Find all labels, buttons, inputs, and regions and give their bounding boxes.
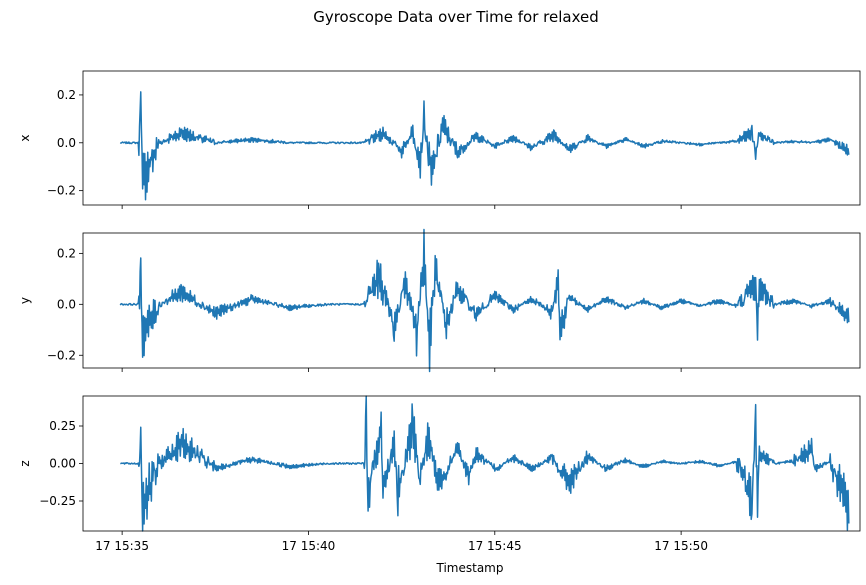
y-tick-label-z-1: 0.00 <box>49 457 76 471</box>
x-tick-label-2: 17 15:45 <box>468 539 522 553</box>
axes-frame-y <box>82 232 861 369</box>
series-line-x <box>119 91 850 201</box>
axes-frame-x <box>82 70 861 206</box>
y-tick-label-y-0: −0.2 <box>47 348 76 362</box>
y-tick-label-y-1: 0.0 <box>57 297 76 311</box>
y-axis-label-x: x <box>18 134 32 141</box>
series-line-y <box>119 228 850 373</box>
panel-y: −0.2 0.0 0.2 y <box>18 228 861 373</box>
y-tick-label-x-1: 0.0 <box>57 136 76 150</box>
axes-frame-z <box>82 395 861 532</box>
x-tick-label-1: 17 15:40 <box>282 539 336 553</box>
panel-x: −0.2 0.0 0.2 x <box>18 70 861 209</box>
series-line-z <box>120 395 850 532</box>
x-tick-label-3: 17 15:50 <box>654 539 708 553</box>
y-tick-label-z-0: −0.25 <box>39 494 76 508</box>
y-axis-label-y: y <box>18 297 32 304</box>
panels: −0.2 0.0 0.2 x −0.2 0.0 0.2 y −0.25 0.00 0.25 z 17 1… <box>18 70 861 553</box>
y-tick-label-y-2: 0.2 <box>57 246 76 260</box>
x-axis-label: Timestamp <box>436 561 504 575</box>
panel-z: −0.25 0.00 0.25 z 17 15:35 17 15:40 17 15:45 17… <box>18 395 861 553</box>
y-axis-label-z: z <box>18 460 32 466</box>
y-tick-label-x-2: 0.2 <box>57 88 76 102</box>
x-tick-label-0: 17 15:35 <box>95 539 149 553</box>
chart-title: Gyroscope Data over Time for relaxed <box>313 8 599 26</box>
y-tick-label-z-2: 0.25 <box>49 419 76 433</box>
y-tick-label-x-0: −0.2 <box>47 184 76 198</box>
